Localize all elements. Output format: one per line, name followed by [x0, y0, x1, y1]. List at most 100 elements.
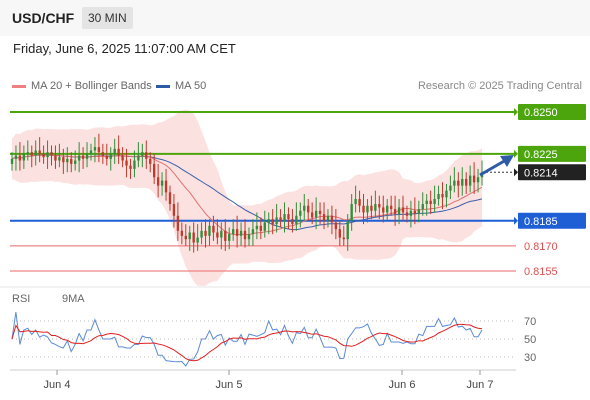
- candle-body: [97, 147, 101, 153]
- candle-body: [235, 229, 239, 236]
- candle-body: [279, 217, 282, 221]
- level-text-0.8185: 0.8185: [524, 216, 558, 228]
- candle-body: [346, 220, 349, 240]
- candle: [255, 212, 259, 240]
- candle-body: [476, 177, 480, 183]
- candle: [22, 145, 26, 169]
- candle-body: [168, 192, 172, 205]
- candle: [34, 140, 37, 166]
- candle: [156, 163, 160, 198]
- candle: [405, 205, 409, 223]
- candle-body: [93, 147, 97, 151]
- candle-body: [303, 205, 306, 211]
- level-badge-0.8185: [518, 212, 586, 229]
- candle: [441, 182, 444, 210]
- candle: [228, 227, 231, 250]
- candle-body: [334, 222, 338, 230]
- legend-ma50-label: MA 50: [175, 80, 207, 92]
- candle: [149, 152, 152, 173]
- candle: [263, 210, 266, 238]
- candle-body: [472, 175, 476, 183]
- candle: [417, 200, 420, 223]
- level-text-0.8170: 0.8170: [524, 241, 558, 253]
- candle-body: [461, 178, 464, 186]
- candle-body: [153, 163, 156, 178]
- candle: [26, 140, 29, 161]
- candle-body: [200, 230, 203, 238]
- candle-body: [366, 205, 369, 213]
- candle: [295, 202, 298, 231]
- candle-body: [409, 210, 413, 216]
- candle: [77, 142, 81, 173]
- candle-body: [465, 178, 468, 186]
- candle-body: [330, 215, 334, 223]
- candle: [275, 204, 278, 233]
- candle: [342, 225, 345, 246]
- candle-body: [263, 222, 266, 231]
- candle: [303, 194, 306, 221]
- candle-body: [239, 230, 243, 236]
- candle-body: [85, 153, 89, 159]
- candle: [465, 172, 468, 195]
- candle: [409, 200, 413, 228]
- candle-body: [18, 155, 22, 161]
- legend-ma20-label: MA 20 + Bollinger Bands: [31, 80, 152, 92]
- timestamp: Friday, June 6, 2025 11:07:00 AM CET: [13, 41, 236, 56]
- candle-body: [46, 152, 49, 158]
- candle-body: [137, 155, 140, 161]
- level-text-0.8225: 0.8225: [524, 149, 558, 161]
- credit-text: Research © 2025 Trading Central: [417, 80, 582, 92]
- candle: [307, 199, 310, 221]
- candle-body: [457, 180, 460, 186]
- candle: [437, 185, 440, 206]
- candle-body: [259, 225, 263, 231]
- candle-body: [291, 219, 294, 225]
- candle-body: [362, 205, 365, 213]
- candle-body: [74, 160, 77, 164]
- candle: [334, 209, 338, 240]
- candle: [386, 199, 389, 221]
- candle-body: [81, 155, 85, 159]
- candle: [370, 195, 373, 220]
- candle-body: [283, 214, 286, 221]
- candle: [362, 194, 365, 225]
- rsi-tick-70: 70: [524, 316, 536, 328]
- candle-body: [109, 153, 112, 159]
- level-label-0.8185: 0.8185: [514, 212, 586, 229]
- candle: [224, 219, 227, 251]
- candle: [14, 145, 18, 171]
- candle-body: [208, 225, 211, 236]
- legend-rsi-label: RSI: [12, 293, 31, 305]
- candle: [429, 190, 432, 215]
- candle-body: [149, 158, 152, 164]
- candle-body: [275, 217, 278, 225]
- candle: [247, 227, 251, 246]
- candle-body: [255, 225, 259, 230]
- candle-body: [310, 212, 314, 218]
- candle-body: [224, 230, 227, 241]
- candle: [160, 172, 164, 196]
- candle: [42, 145, 45, 164]
- candle-body: [192, 232, 195, 243]
- candle: [393, 195, 397, 226]
- timeframe-badge[interactable]: 30 MIN: [82, 7, 133, 29]
- candle-body: [184, 235, 187, 240]
- candle: [113, 138, 116, 164]
- candle-body: [421, 204, 424, 210]
- candle: [318, 202, 322, 225]
- header-bar: USD/CHF 30 MIN: [0, 0, 590, 36]
- candle: [374, 190, 377, 218]
- candle-body: [216, 232, 219, 238]
- candle-body: [342, 237, 345, 240]
- candle: [188, 225, 191, 251]
- candle: [74, 150, 77, 171]
- candle-body: [354, 199, 357, 205]
- ma20-swatch: [12, 84, 26, 88]
- candle-body: [326, 215, 330, 221]
- candle: [204, 219, 207, 248]
- candle-body: [172, 204, 176, 216]
- level-badge-0.8214: [518, 164, 586, 181]
- candle-body: [125, 160, 128, 166]
- candle-body: [77, 155, 81, 161]
